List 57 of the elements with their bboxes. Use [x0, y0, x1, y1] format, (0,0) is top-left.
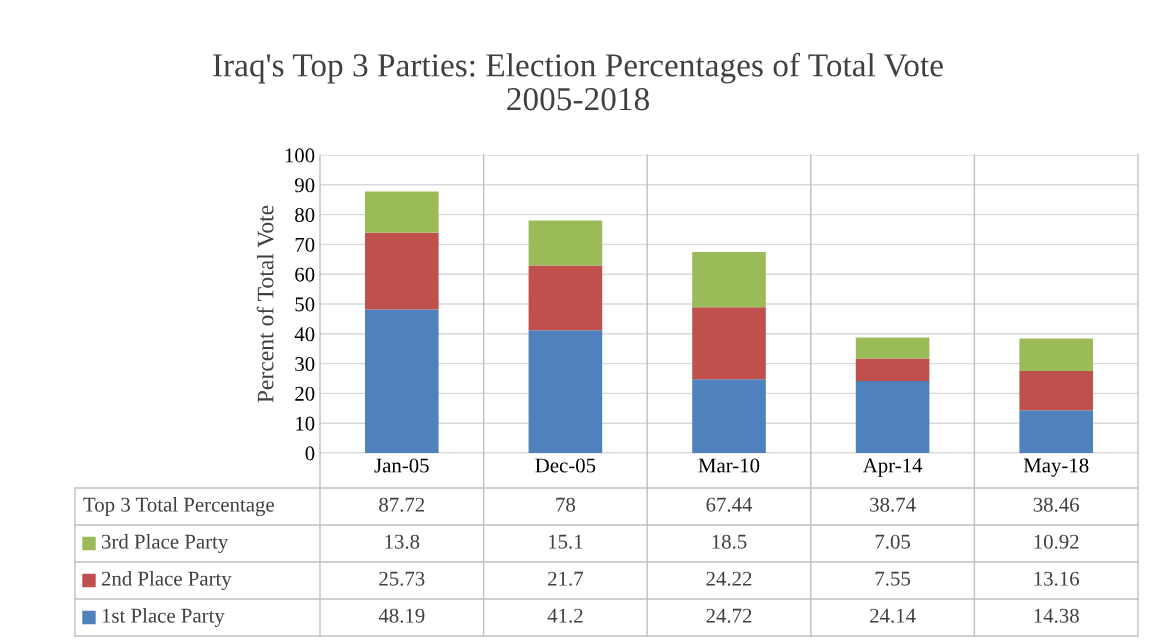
- text: Top 3 Total Percentage: [83, 497, 274, 516]
- bar: [1019, 370, 1094, 411]
- x-tick-label: Jan-05: [374, 458, 429, 473]
- legend-label: 3rd Place Party: [102, 534, 229, 553]
- y-tick-label: 30: [295, 356, 315, 372]
- data-label: 25.73: [379, 571, 425, 586]
- data-label: 24.72: [706, 608, 752, 623]
- chart-title: Iraq's Top 3 Parties: Election Percentages of Total Vote 2005-2018: [213, 52, 943, 111]
- y-tick-label: 70: [295, 237, 315, 252]
- y-tick-label: 100: [285, 148, 315, 163]
- bar: [364, 309, 439, 453]
- total-label: 38.46: [1033, 497, 1080, 512]
- data-label: 48.19: [378, 608, 425, 623]
- bar: [1019, 410, 1094, 453]
- bar: [1019, 338, 1094, 371]
- y-tick-label: 80: [295, 207, 315, 223]
- data-label: 15.1: [549, 534, 583, 549]
- data-label: 14.38: [1034, 608, 1079, 623]
- y-tick-label: 20: [295, 386, 315, 401]
- total-label: 87.72: [379, 497, 425, 512]
- y-axis-title: Percent of Total Vote: [256, 205, 274, 403]
- x-tick-label: Mar-10: [698, 458, 760, 473]
- bar: [364, 232, 439, 310]
- bar: [692, 307, 766, 380]
- bar: [528, 265, 603, 331]
- data-label: 7.55: [875, 571, 911, 586]
- x-tick-label: Apr-14: [862, 458, 923, 477]
- bar: [692, 252, 766, 308]
- bar: [528, 220, 603, 266]
- legend-label: 2nd Place Party: [101, 571, 232, 590]
- bar: [692, 379, 766, 453]
- data-label: 41.2: [547, 608, 583, 623]
- x-tick-label: May-18: [1023, 458, 1089, 477]
- bar: [364, 191, 439, 233]
- total-label: 38.74: [870, 497, 916, 512]
- bar: [528, 330, 603, 453]
- data-label: 10.92: [1034, 534, 1079, 549]
- y-tick-label: 60: [295, 267, 315, 282]
- total-label: 78: [556, 497, 576, 512]
- data-label: 24.14: [870, 608, 916, 623]
- data-label: 13.8: [385, 534, 420, 549]
- y-tick-label: 40: [294, 327, 315, 342]
- data-label: 7.05: [875, 534, 911, 549]
- y-tick-label: 10: [296, 416, 315, 431]
- data-label: 18.5: [712, 534, 747, 549]
- data-label: 13.16: [1034, 571, 1080, 586]
- bar: [855, 358, 930, 382]
- y-tick-label: 0: [305, 446, 315, 461]
- y-tick-label: 50: [295, 297, 315, 312]
- total-label: 67.44: [706, 497, 753, 512]
- legend-label: 1st Place Party: [102, 608, 225, 627]
- data-label: 24.22: [706, 571, 752, 586]
- data-label: 21.7: [548, 571, 584, 586]
- y-tick-label: 90: [294, 178, 315, 193]
- bar: [855, 381, 930, 453]
- bar: [855, 337, 930, 359]
- x-tick-label: Dec-05: [535, 458, 596, 473]
